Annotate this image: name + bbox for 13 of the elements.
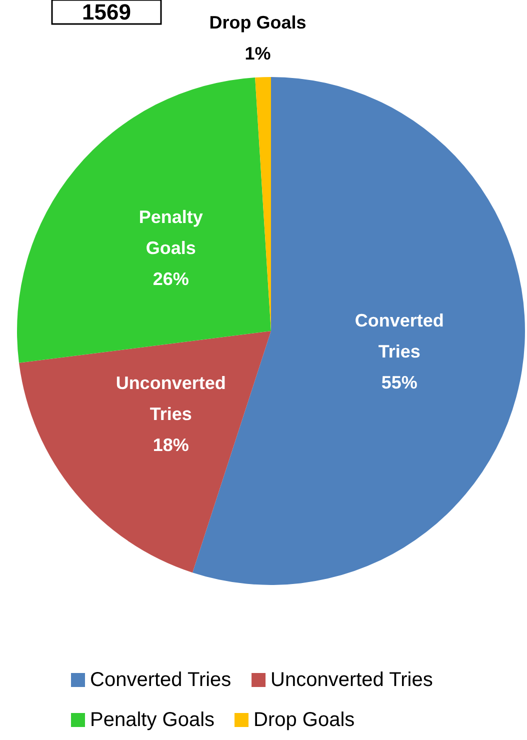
legend-label: Converted Tries <box>90 669 232 691</box>
data-label: 55% <box>381 372 418 392</box>
legend-label: Drop Goals <box>254 709 355 731</box>
slice-label: Penalty Goals <box>138 207 203 258</box>
text: 1569 <box>82 0 131 24</box>
slice-label: Converted Tries <box>354 310 444 362</box>
data-label: 18% <box>152 434 189 455</box>
legend-label: Unconverted Tries <box>270 669 433 691</box>
slice-label: Unconverted Tries <box>116 372 226 424</box>
data-label: 26% <box>152 269 189 290</box>
slice-label: Drop Goals <box>209 12 306 33</box>
data-label: 1% <box>244 44 271 64</box>
legend-label: Penalty Goals <box>90 709 215 731</box>
